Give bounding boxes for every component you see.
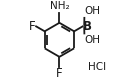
Text: OH: OH	[84, 6, 100, 16]
Text: B: B	[83, 20, 92, 33]
Text: HCl: HCl	[88, 62, 106, 72]
Text: F: F	[29, 20, 35, 33]
Text: F: F	[56, 67, 63, 80]
Text: NH₂: NH₂	[50, 1, 69, 11]
Text: OH: OH	[84, 35, 100, 45]
